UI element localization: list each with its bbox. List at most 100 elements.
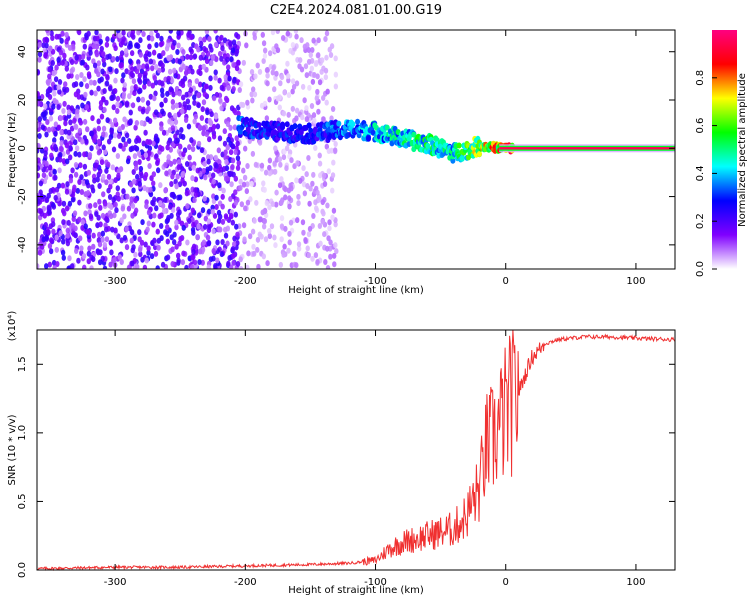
noise-cell bbox=[319, 57, 325, 64]
noise-cell bbox=[211, 228, 216, 235]
noise-cell bbox=[230, 143, 236, 150]
noise-cell bbox=[191, 229, 196, 236]
noise-cell bbox=[312, 117, 317, 124]
noise-cell bbox=[163, 161, 168, 168]
noise-cell bbox=[83, 223, 88, 230]
noise-cell bbox=[213, 30, 218, 34]
noise-cell bbox=[108, 239, 113, 246]
noise-cell bbox=[267, 50, 273, 57]
noise-cell bbox=[105, 36, 110, 43]
noise-cell bbox=[290, 88, 295, 95]
figure-title: C2E4.2024.081.01.00.G19 bbox=[270, 3, 442, 18]
noise-cell bbox=[226, 136, 231, 143]
noise-cell bbox=[320, 218, 325, 225]
noise-cell bbox=[123, 48, 129, 55]
noise-cell bbox=[160, 62, 165, 69]
noise-cell bbox=[295, 160, 300, 167]
noise-cell bbox=[306, 58, 312, 65]
noise-cell bbox=[152, 237, 157, 244]
noise-cell bbox=[223, 95, 229, 102]
noise-cell bbox=[53, 121, 59, 128]
noise-cell bbox=[184, 160, 190, 167]
noise-cell bbox=[96, 118, 101, 125]
noise-cell bbox=[61, 219, 66, 226]
noise-cell bbox=[307, 84, 312, 91]
noise-cell bbox=[101, 191, 106, 198]
noise-cell bbox=[152, 95, 157, 102]
noise-cell bbox=[211, 172, 216, 179]
noise-cell bbox=[130, 32, 135, 39]
snr-y-axis-label: SNR (10 * v/v) bbox=[7, 414, 18, 485]
noise-cell bbox=[332, 147, 338, 154]
noise-cell bbox=[47, 209, 52, 216]
noise-cell bbox=[149, 35, 155, 42]
noise-cell bbox=[44, 37, 50, 44]
noise-cell bbox=[77, 151, 82, 158]
noise-cell bbox=[216, 209, 222, 216]
x-tick-label: -200 bbox=[234, 577, 257, 588]
noise-cell bbox=[174, 224, 179, 231]
noise-cell bbox=[256, 263, 261, 269]
noise-cell bbox=[110, 164, 115, 171]
noise-cell bbox=[125, 193, 130, 200]
noise-cell bbox=[204, 83, 209, 90]
noise-cell bbox=[306, 155, 311, 162]
noise-cell bbox=[133, 83, 138, 90]
noise-cell bbox=[275, 95, 281, 102]
noise-cell bbox=[63, 128, 68, 135]
noise-cell bbox=[220, 193, 225, 200]
noise-cell bbox=[175, 173, 180, 180]
noise-cell bbox=[253, 161, 259, 168]
noise-cell bbox=[173, 178, 178, 185]
noise-cell bbox=[111, 196, 116, 203]
noise-cell bbox=[173, 112, 178, 119]
noise-cell bbox=[66, 129, 72, 136]
noise-cell bbox=[222, 101, 227, 108]
noise-cell bbox=[330, 172, 336, 179]
noise-cell bbox=[109, 94, 114, 101]
noise-cell bbox=[292, 250, 297, 257]
noise-cell bbox=[122, 234, 128, 241]
colorbar-gradient bbox=[712, 30, 737, 269]
noise-cell bbox=[117, 126, 122, 133]
noise-cell bbox=[234, 223, 239, 230]
noise-cell bbox=[102, 106, 107, 113]
noise-cell bbox=[47, 73, 52, 80]
noise-cell bbox=[161, 129, 167, 136]
noise-cell bbox=[166, 55, 171, 62]
noise-cell bbox=[106, 173, 112, 180]
signal-cell bbox=[425, 142, 431, 149]
noise-cell bbox=[144, 257, 149, 264]
noise-cell bbox=[233, 189, 238, 196]
noise-cell bbox=[113, 77, 118, 84]
noise-cell bbox=[56, 84, 61, 91]
noise-cell bbox=[202, 91, 207, 98]
noise-cell bbox=[176, 30, 181, 36]
noise-cell bbox=[332, 261, 337, 268]
noise-cell bbox=[133, 160, 139, 167]
noise-cell bbox=[312, 71, 317, 78]
x-tick-label: 0 bbox=[503, 276, 509, 287]
noise-cell bbox=[113, 177, 118, 184]
noise-cell bbox=[84, 83, 90, 90]
noise-cell bbox=[184, 264, 189, 269]
noise-cell bbox=[199, 147, 205, 154]
noise-cell bbox=[45, 30, 50, 34]
noise-cell bbox=[133, 207, 139, 214]
x-tick-label: -300 bbox=[104, 276, 127, 287]
noise-cell bbox=[88, 49, 93, 56]
noise-cell bbox=[47, 86, 52, 93]
noise-cell bbox=[165, 254, 171, 261]
noise-cell bbox=[95, 222, 100, 229]
noise-cell bbox=[91, 43, 97, 50]
noise-cell bbox=[126, 205, 132, 212]
noise-cell bbox=[191, 243, 197, 250]
noise-cell bbox=[106, 187, 111, 194]
noise-cell bbox=[321, 210, 326, 217]
noise-cell bbox=[174, 102, 179, 109]
noise-cell bbox=[75, 112, 80, 119]
noise-cell bbox=[323, 36, 328, 43]
noise-cell bbox=[324, 54, 329, 61]
noise-cell bbox=[131, 78, 137, 85]
